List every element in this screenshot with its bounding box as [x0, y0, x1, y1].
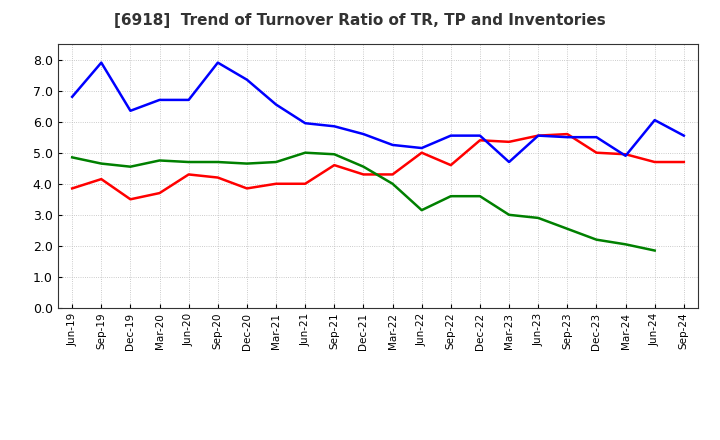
Trade Receivables: [621, 152, 630, 157]
Trade Payables: [592, 135, 600, 140]
Trade Payables: [359, 132, 368, 137]
Trade Payables: [330, 124, 338, 129]
Inventories: [446, 194, 455, 199]
Line: Trade Payables: Trade Payables: [72, 62, 684, 162]
Trade Receivables: [68, 186, 76, 191]
Trade Payables: [418, 145, 426, 150]
Trade Receivables: [330, 162, 338, 168]
Trade Receivables: [563, 132, 572, 137]
Trade Receivables: [446, 162, 455, 168]
Trade Payables: [213, 60, 222, 65]
Inventories: [418, 208, 426, 213]
Trade Receivables: [505, 139, 513, 144]
Trade Payables: [126, 108, 135, 114]
Inventories: [271, 159, 280, 165]
Inventories: [534, 215, 543, 220]
Trade Receivables: [388, 172, 397, 177]
Trade Payables: [243, 77, 251, 82]
Line: Trade Receivables: Trade Receivables: [72, 134, 684, 199]
Inventories: [97, 161, 106, 166]
Trade Receivables: [359, 172, 368, 177]
Trade Payables: [534, 133, 543, 138]
Inventories: [156, 158, 164, 163]
Trade Receivables: [271, 181, 280, 187]
Trade Payables: [680, 133, 688, 138]
Trade Payables: [505, 159, 513, 165]
Trade Payables: [68, 94, 76, 99]
Inventories: [68, 155, 76, 160]
Trade Receivables: [213, 175, 222, 180]
Trade Receivables: [184, 172, 193, 177]
Trade Payables: [476, 133, 485, 138]
Trade Receivables: [476, 138, 485, 143]
Trade Payables: [621, 153, 630, 158]
Inventories: [621, 242, 630, 247]
Inventories: [388, 181, 397, 187]
Trade Payables: [446, 133, 455, 138]
Trade Receivables: [301, 181, 310, 187]
Trade Receivables: [592, 150, 600, 155]
Inventories: [330, 152, 338, 157]
Inventories: [243, 161, 251, 166]
Trade Payables: [301, 121, 310, 126]
Text: [6918]  Trend of Turnover Ratio of TR, TP and Inventories: [6918] Trend of Turnover Ratio of TR, TP…: [114, 13, 606, 28]
Trade Payables: [184, 97, 193, 103]
Inventories: [213, 159, 222, 165]
Trade Receivables: [680, 159, 688, 165]
Inventories: [301, 150, 310, 155]
Trade Payables: [271, 102, 280, 107]
Trade Payables: [388, 142, 397, 147]
Trade Receivables: [243, 186, 251, 191]
Trade Receivables: [418, 150, 426, 155]
Trade Receivables: [534, 133, 543, 138]
Inventories: [505, 212, 513, 217]
Trade Payables: [563, 135, 572, 140]
Trade Payables: [156, 97, 164, 103]
Inventories: [126, 164, 135, 169]
Trade Receivables: [156, 191, 164, 196]
Line: Inventories: Inventories: [72, 153, 654, 250]
Inventories: [184, 159, 193, 165]
Trade Receivables: [97, 176, 106, 182]
Inventories: [476, 194, 485, 199]
Trade Payables: [97, 60, 106, 65]
Inventories: [359, 164, 368, 169]
Trade Receivables: [126, 197, 135, 202]
Inventories: [563, 226, 572, 231]
Trade Payables: [650, 117, 659, 123]
Trade Receivables: [650, 159, 659, 165]
Inventories: [650, 248, 659, 253]
Inventories: [592, 237, 600, 242]
